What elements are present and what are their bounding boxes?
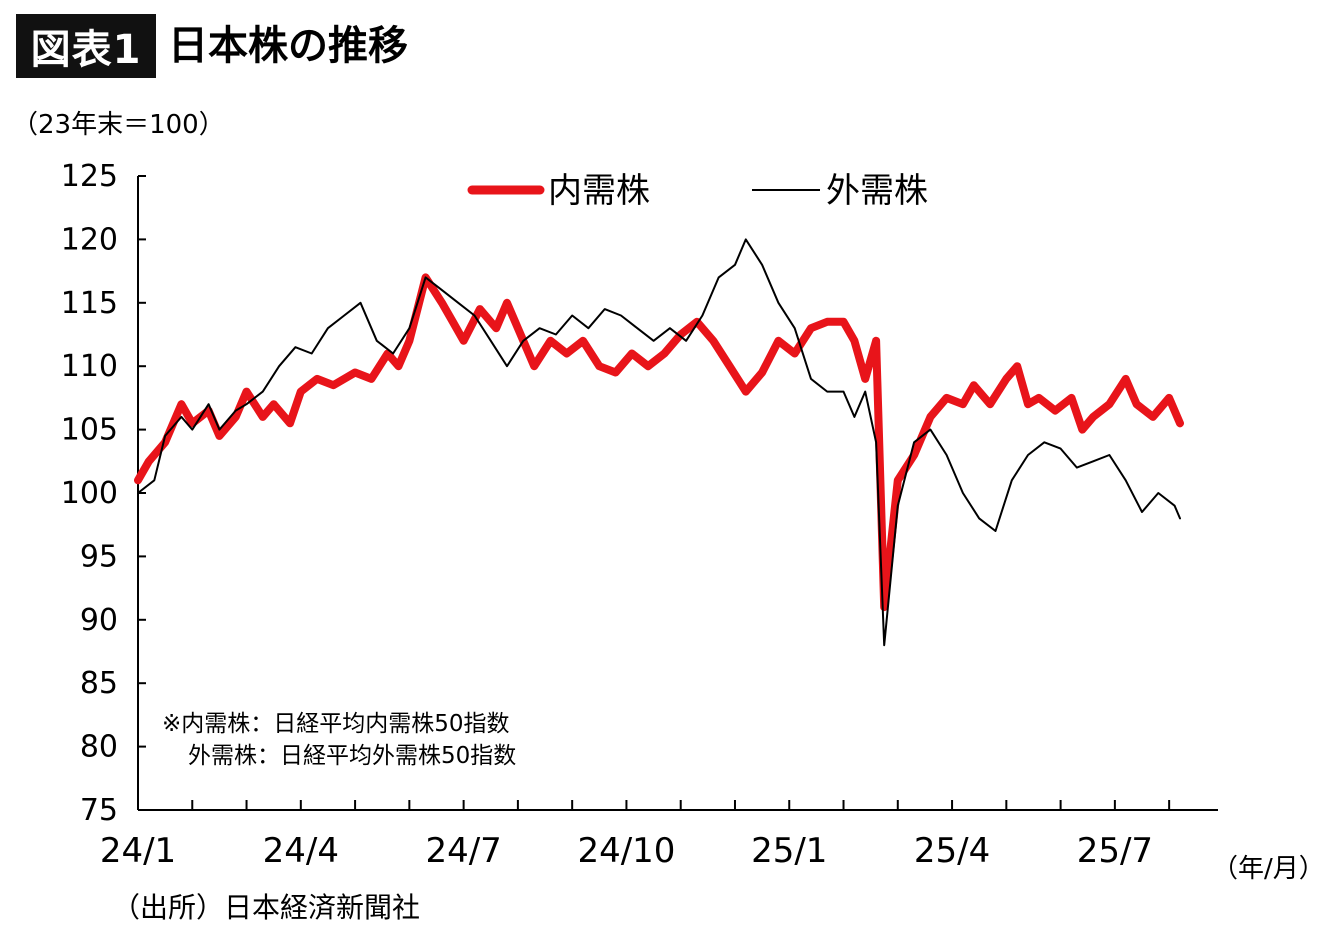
x-tick-label: 24/1	[100, 831, 176, 871]
x-tick-label: 25/4	[914, 831, 990, 871]
legend-label-foreign: 外需株	[826, 171, 928, 211]
y-tick-label: 90	[80, 603, 118, 638]
y-tick-label: 95	[80, 539, 118, 574]
x-tick-label: 24/4	[263, 831, 339, 871]
title-badge: 図表1	[16, 14, 156, 78]
x-tick-label: 25/7	[1077, 831, 1153, 871]
legend-label-domestic: 内需株	[548, 171, 650, 211]
y-tick-label: 75	[80, 793, 118, 828]
note-domestic: ※内需株：日経平均内需株50指数	[162, 711, 510, 737]
y-tick-label: 125	[61, 159, 118, 194]
series-line-foreign	[137, 238, 1181, 647]
legend: 内需株 外需株	[467, 171, 928, 211]
y-tick-label: 120	[61, 222, 118, 257]
y-tick-label: 80	[80, 730, 118, 765]
y-tick-label: 110	[61, 349, 118, 384]
chart-title: 日本株の推移	[168, 23, 408, 69]
x-unit-label: （年/月）	[1212, 854, 1325, 884]
y-unit-label: （23年末＝100）	[12, 110, 225, 140]
x-tick-label: 24/7	[425, 831, 501, 871]
y-tick-label: 105	[61, 413, 118, 448]
series-line-domestic	[134, 273, 1184, 612]
x-tick-label: 25/1	[751, 831, 827, 871]
x-tick-label: 24/10	[577, 831, 675, 871]
y-tick-label: 85	[80, 666, 118, 701]
series-layer	[134, 238, 1184, 647]
y-tick-label: 100	[61, 476, 118, 511]
y-tick-label: 115	[61, 286, 118, 321]
source-note: （出所）日本経済新聞社	[112, 891, 421, 924]
note-foreign: 外需株：日経平均外需株50指数	[188, 743, 517, 769]
